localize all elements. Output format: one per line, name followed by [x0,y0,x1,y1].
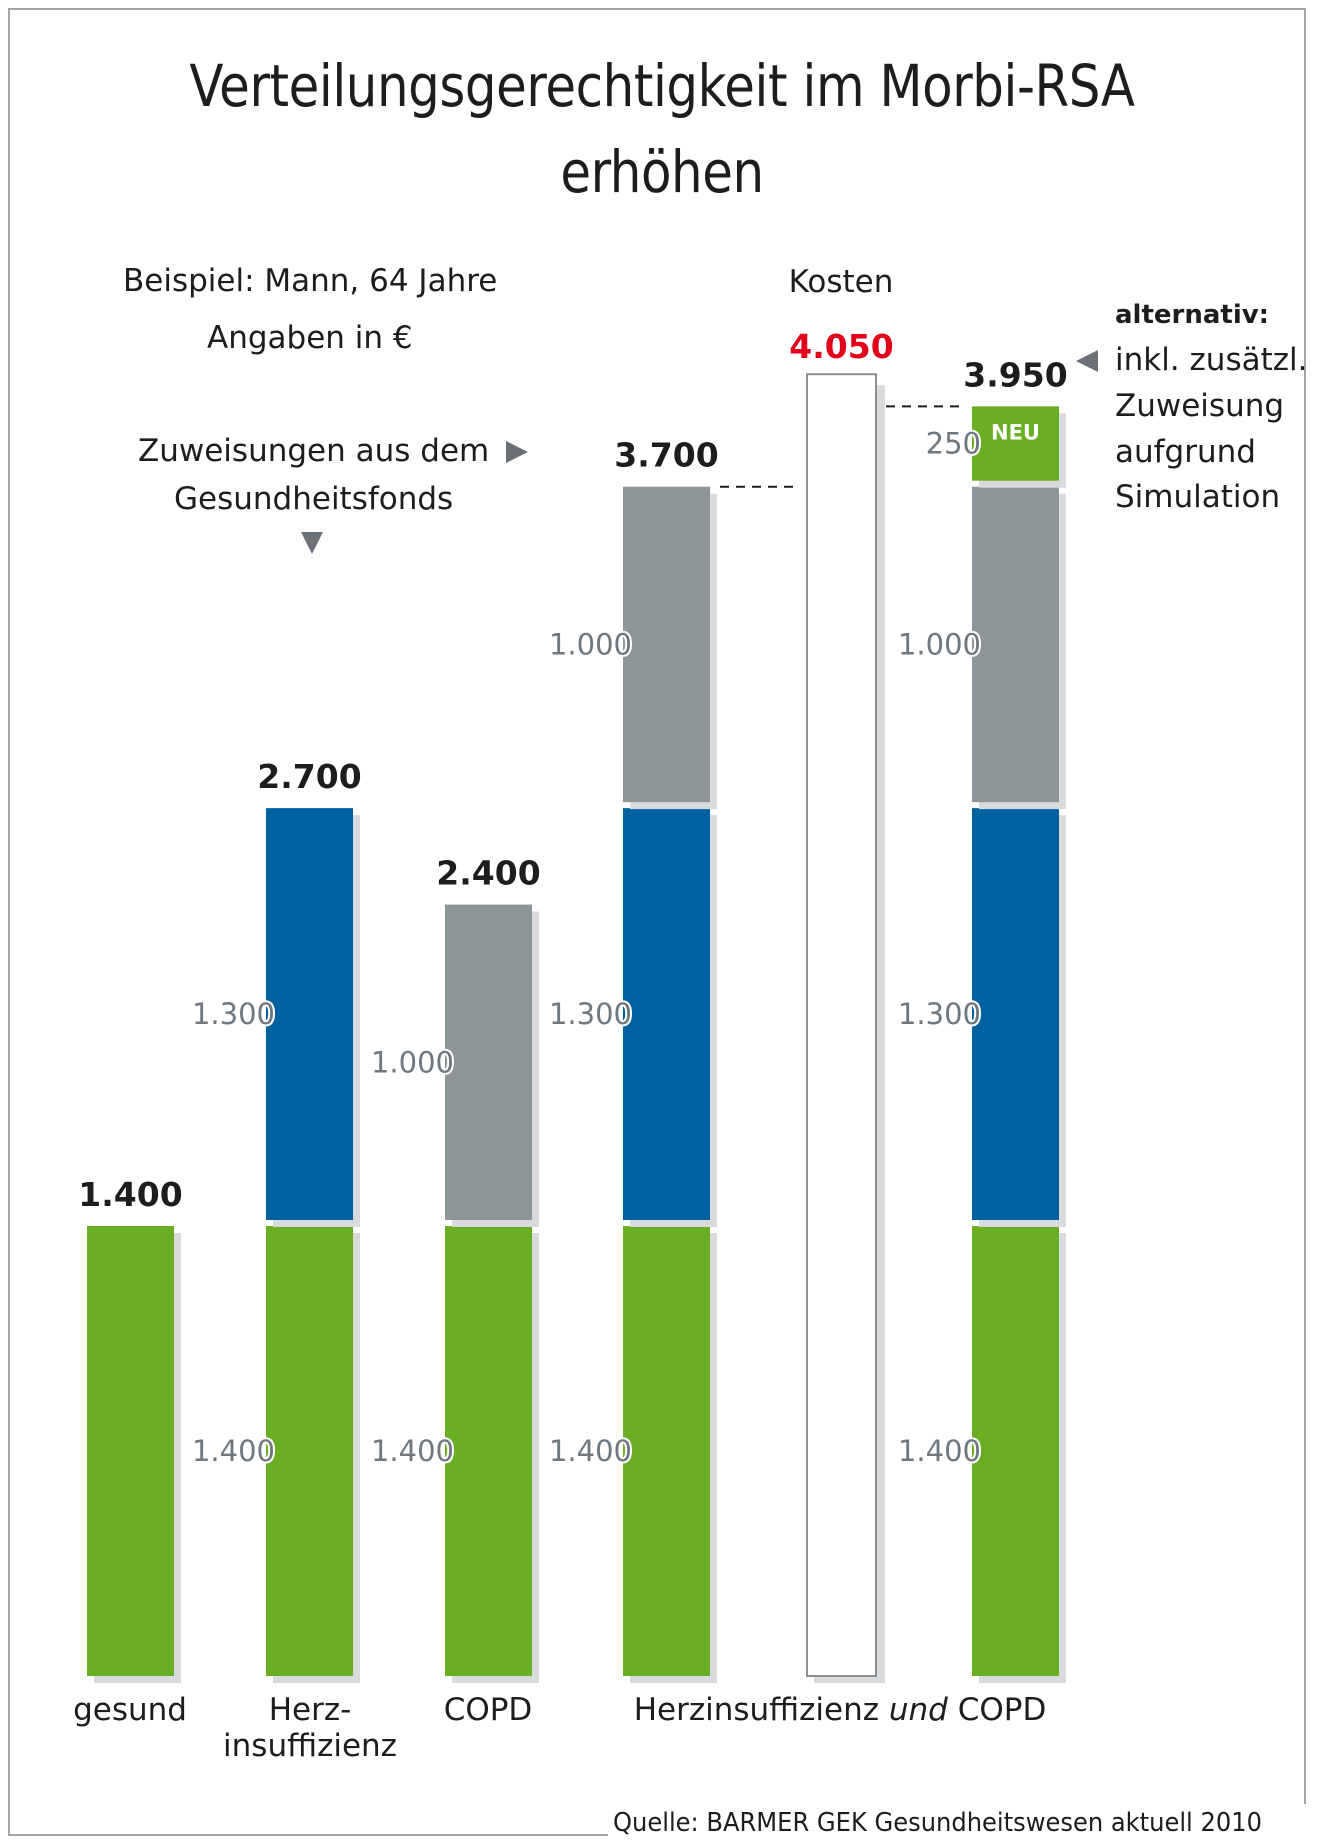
frame-left-border [8,8,10,1836]
category-label-italic: und [888,1692,948,1728]
alternative-line-3: aufgrund [1115,434,1256,470]
example-note: Beispiel: Mann, 64 Jahre [123,263,498,299]
segment-value-label: 1.000 [898,627,981,661]
category-label-text: Herz- [268,1692,352,1728]
bar-segment-heart [623,808,710,1220]
bar-segment-copd [623,486,710,803]
triangle-right-icon [506,441,528,463]
category-label-copd: COPD [428,1692,548,1728]
category-label-herzinsuffizienz: Herz- insuffizienz [220,1692,400,1764]
category-label-text: gesund [73,1692,187,1728]
bar-segment-copd [972,486,1059,803]
segment-value-label: 1.300 [898,997,981,1031]
bar-segment-base [445,1226,532,1676]
allocation-note-line2: Gesundheitsfonds [174,481,454,517]
bar-segment-base [623,1226,710,1676]
segment-value-label: 1.000 [371,1045,454,1079]
bar-segment-heart [266,808,353,1220]
chart-title-line2: erhöhen [560,138,764,206]
triangle-down-icon [301,532,323,554]
category-label-text: insuffizienz [223,1728,397,1764]
triangle-left-icon [1076,350,1098,372]
bar-total-label: 2.700 [257,757,361,796]
bar-segment-new [972,406,1059,481]
category-label-herz-und-copd: Herzinsuffizienz und COPD [600,1692,1080,1728]
cost-total-label: 4.050 [789,327,893,366]
frame-right-border [1304,8,1306,1804]
category-label-text: COPD [443,1692,533,1728]
bar-total-label: 3.700 [614,436,718,475]
segment-value-label: 1.000 [549,627,632,661]
segment-value-label: 1.400 [192,1434,275,1468]
bar-segment-base [266,1226,353,1676]
bar-segment-base [87,1226,174,1676]
alternative-title: alternativ: [1115,300,1270,330]
new-badge-label: NEU [991,421,1040,445]
category-label-gesund: gesund [70,1692,190,1728]
frame-top-border [8,8,1306,10]
source-note: Quelle: BARMER GEK Gesundheitswesen aktu… [613,1808,1263,1838]
alternative-line-1: inkl. zusätzl. [1115,342,1308,378]
bar-segment-copd [445,904,532,1220]
unit-note: Angaben in € [207,320,413,356]
segment-value-label: 1.300 [192,997,275,1031]
allocation-note-line1: Zuweisungen aus dem [138,433,490,469]
cost-bar [806,373,877,1678]
category-label-text: Herzinsuffizienz [633,1692,889,1728]
costs-label: Kosten [788,264,894,300]
bar-total-label: 1.400 [78,1175,182,1214]
segment-value-label: 1.400 [898,1434,981,1468]
segment-value-label: 1.400 [371,1434,454,1468]
segment-value-label: 1.300 [549,997,632,1031]
segment-value-label: 1.400 [549,1434,632,1468]
bar-total-label: 3.950 [963,355,1067,394]
chart-title-line1: Verteilungsgerechtigkeit im Morbi-RSA [189,52,1135,120]
alternative-line-2: Zuweisung [1115,388,1285,424]
category-label-text: COPD [947,1692,1047,1728]
bar-total-label: 2.400 [436,854,540,893]
bar-segment-base [972,1226,1059,1676]
bar-segment-heart [972,808,1059,1220]
alternative-line-4: Simulation [1115,479,1281,515]
segment-value-label: 250 [926,427,981,461]
frame-bottom-border [8,1834,608,1836]
